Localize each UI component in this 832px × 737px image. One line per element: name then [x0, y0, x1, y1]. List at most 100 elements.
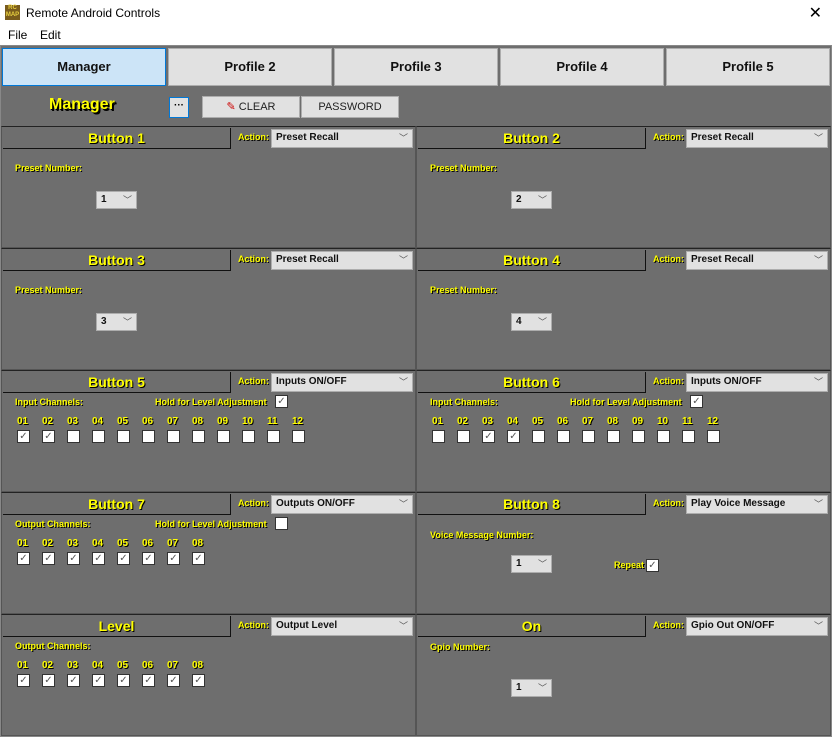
- hold-label: Hold for Level Adjustment: [155, 519, 267, 529]
- channel-checkbox[interactable]: ✓: [17, 552, 30, 565]
- action-select[interactable]: Outputs ON/OFF ﹀: [271, 495, 413, 514]
- hold-checkbox[interactable]: ✓: [690, 395, 703, 408]
- channel-label: 01: [432, 416, 444, 427]
- channel-checkbox[interactable]: ✓: [42, 674, 55, 687]
- checkmark-icon: ✓: [119, 675, 128, 686]
- action-select[interactable]: Gpio Out ON/OFF ﹀: [686, 617, 828, 636]
- action-select[interactable]: Preset Recall ﹀: [686, 251, 828, 270]
- channel-checkbox[interactable]: ✓: [117, 552, 130, 565]
- channel-label: 08: [192, 660, 204, 671]
- tab-profile-2[interactable]: Profile 2: [168, 48, 332, 86]
- checkmark-icon: ✓: [194, 553, 203, 564]
- channel-label: 02: [42, 538, 54, 549]
- channel-label: 03: [67, 538, 79, 549]
- checkmark-icon: ✓: [94, 675, 103, 686]
- channel-checkbox[interactable]: ✓: [507, 430, 520, 443]
- channel-checkbox[interactable]: ✓: [482, 430, 495, 443]
- channel-checkbox[interactable]: ✓: [67, 552, 80, 565]
- channel-checkbox[interactable]: ✓: [92, 674, 105, 687]
- channel-checkbox[interactable]: [557, 430, 570, 443]
- channel-checkbox[interactable]: [657, 430, 670, 443]
- action-select[interactable]: Output Level ﹀: [271, 617, 413, 636]
- number-select[interactable]: 4 ﹀: [511, 313, 552, 331]
- channel-checkbox[interactable]: [192, 430, 205, 443]
- channel-checkbox[interactable]: ✓: [92, 552, 105, 565]
- channel-checkbox[interactable]: [582, 430, 595, 443]
- channel-checkbox[interactable]: ✓: [42, 430, 55, 443]
- action-select-value: Output Level: [276, 620, 338, 631]
- channel-label: 08: [192, 416, 204, 427]
- number-select-value: 4: [516, 316, 522, 327]
- hold-checkbox[interactable]: [275, 517, 288, 530]
- channel-checkbox[interactable]: [117, 430, 130, 443]
- panel-button-6: Button 6 Action: Inputs ON/OFF ﹀ Input Chann…: [416, 370, 831, 492]
- field-label: Output Channels:: [15, 519, 91, 529]
- channel-checkbox[interactable]: ✓: [192, 674, 205, 687]
- action-select[interactable]: Preset Recall ﹀: [271, 129, 413, 148]
- channel-checkbox[interactable]: [142, 430, 155, 443]
- tab-profile-3[interactable]: Profile 3: [334, 48, 498, 86]
- action-select[interactable]: Preset Recall ﹀: [271, 251, 413, 270]
- chevron-down-icon: ﹀: [537, 317, 547, 327]
- action-select[interactable]: Inputs ON/OFF ﹀: [686, 373, 828, 392]
- password-button[interactable]: PASSWORD: [301, 96, 399, 118]
- hold-checkbox[interactable]: ✓: [275, 395, 288, 408]
- channel-checkbox[interactable]: [92, 430, 105, 443]
- channel-checkbox[interactable]: ✓: [17, 674, 30, 687]
- number-select[interactable]: 2 ﹀: [511, 191, 552, 209]
- channel-checkbox[interactable]: [167, 430, 180, 443]
- number-select[interactable]: 1 ﹀: [511, 555, 552, 573]
- number-select[interactable]: 1 ﹀: [511, 679, 552, 697]
- repeat-checkbox[interactable]: ✓: [646, 559, 659, 572]
- channel-checkbox[interactable]: [457, 430, 470, 443]
- menu-file[interactable]: File: [8, 28, 28, 42]
- field-label: Preset Number:: [430, 163, 498, 173]
- action-select-value: Preset Recall: [276, 254, 339, 265]
- main-area: Manager Profile 2 Profile 3 Profile 4 Pr…: [0, 45, 832, 737]
- channel-checkbox[interactable]: [67, 430, 80, 443]
- tab-manager[interactable]: Manager: [2, 48, 166, 86]
- tab-profile-5[interactable]: Profile 5: [666, 48, 830, 86]
- chevron-down-icon: ﹀: [813, 255, 823, 265]
- checkmark-icon: ✓: [19, 431, 28, 442]
- clear-button[interactable]: ✎ CLEAR: [202, 96, 300, 118]
- channel-label: 07: [167, 416, 179, 427]
- channel-checkbox[interactable]: [267, 430, 280, 443]
- channel-checkbox[interactable]: [292, 430, 305, 443]
- action-select[interactable]: Preset Recall ﹀: [686, 129, 828, 148]
- close-icon[interactable]: ✕: [808, 5, 822, 22]
- number-select-value: 1: [516, 558, 522, 569]
- menu-edit[interactable]: Edit: [40, 28, 61, 42]
- channel-label: 08: [192, 538, 204, 549]
- more-button[interactable]: ···: [169, 97, 189, 118]
- menu-bar: File Edit: [0, 25, 832, 45]
- channel-checkbox[interactable]: ✓: [167, 552, 180, 565]
- channel-checkbox[interactable]: [632, 430, 645, 443]
- channel-checkbox[interactable]: [607, 430, 620, 443]
- channel-label: 07: [167, 660, 179, 671]
- channel-checkbox[interactable]: ✓: [142, 552, 155, 565]
- channel-checkbox[interactable]: [217, 430, 230, 443]
- number-select[interactable]: 3 ﹀: [96, 313, 137, 331]
- checkmark-icon: ✓: [277, 396, 286, 407]
- number-select[interactable]: 1 ﹀: [96, 191, 137, 209]
- channel-checkbox[interactable]: ✓: [167, 674, 180, 687]
- channel-checkbox[interactable]: ✓: [42, 552, 55, 565]
- chevron-down-icon: ﹀: [398, 133, 408, 143]
- panel-title: Button 6: [418, 372, 646, 393]
- channel-checkbox[interactable]: ✓: [117, 674, 130, 687]
- channel-checkbox[interactable]: [682, 430, 695, 443]
- action-select[interactable]: Inputs ON/OFF ﹀: [271, 373, 413, 392]
- channel-checkbox[interactable]: [242, 430, 255, 443]
- channel-label: 05: [117, 660, 129, 671]
- channel-checkbox[interactable]: [707, 430, 720, 443]
- channel-checkbox[interactable]: ✓: [192, 552, 205, 565]
- channel-checkbox[interactable]: [532, 430, 545, 443]
- chevron-down-icon: ﹀: [398, 255, 408, 265]
- channel-checkbox[interactable]: ✓: [142, 674, 155, 687]
- channel-checkbox[interactable]: ✓: [67, 674, 80, 687]
- action-select[interactable]: Play Voice Message ﹀: [686, 495, 828, 514]
- channel-checkbox[interactable]: ✓: [17, 430, 30, 443]
- channel-checkbox[interactable]: [432, 430, 445, 443]
- tab-profile-4[interactable]: Profile 4: [500, 48, 664, 86]
